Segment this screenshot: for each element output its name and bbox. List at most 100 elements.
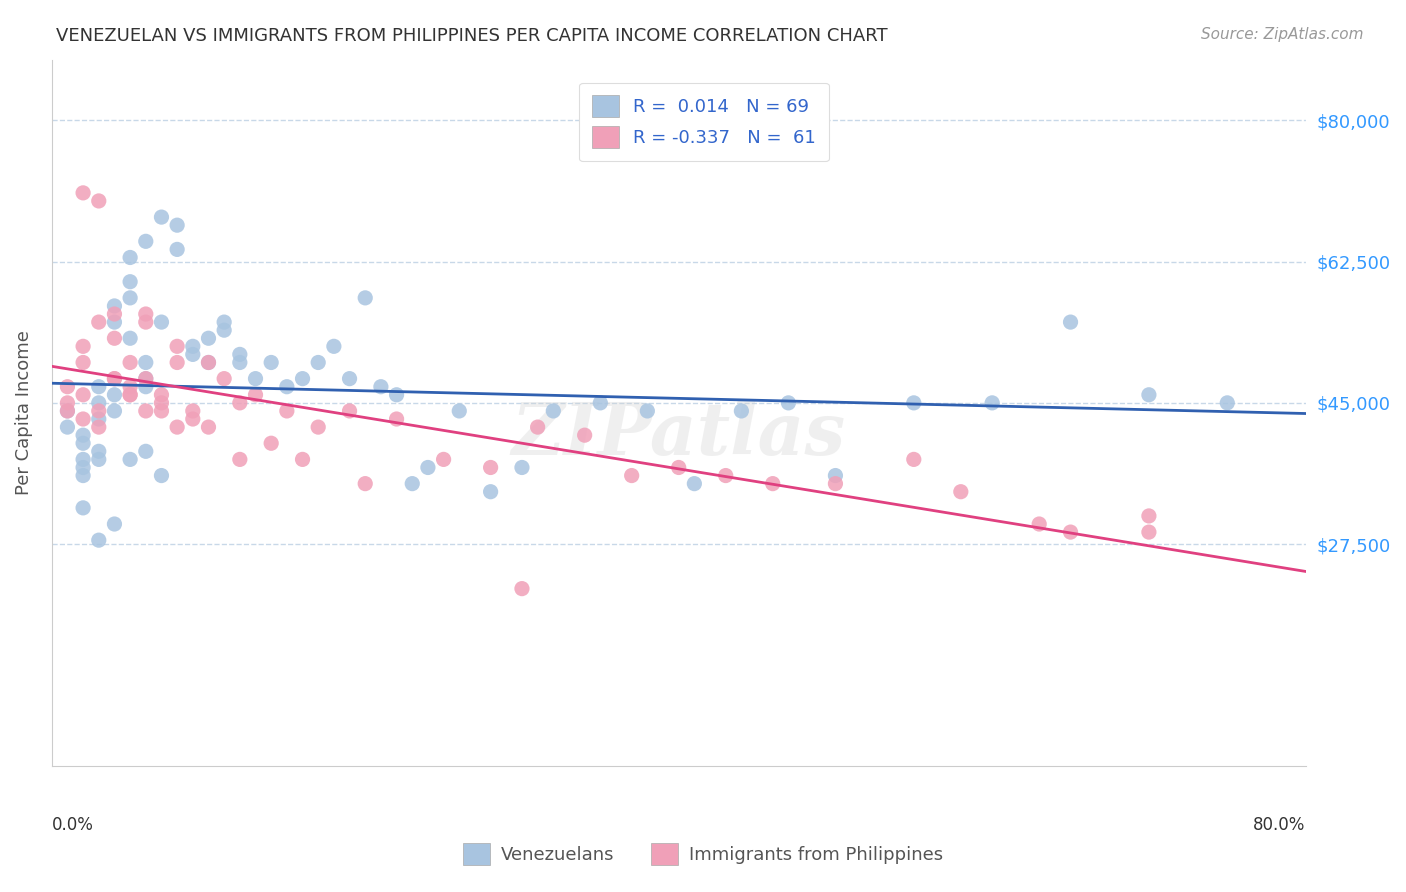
Point [824, 468, 846, 483]
Point [354, 476, 377, 491]
Point [135, 307, 157, 321]
Point [72, 452, 94, 467]
Y-axis label: Per Capita Income: Per Capita Income [15, 331, 32, 495]
Point [103, 307, 125, 321]
Point [72, 436, 94, 450]
Point [181, 339, 204, 353]
Point [903, 452, 925, 467]
Point [72, 428, 94, 442]
Point [56, 404, 79, 418]
Point [135, 380, 157, 394]
Point [245, 371, 267, 385]
Point [181, 404, 204, 418]
Point [245, 388, 267, 402]
Point [370, 380, 392, 394]
Point [307, 420, 329, 434]
Point [229, 396, 252, 410]
Point [166, 420, 188, 434]
Point [103, 299, 125, 313]
Point [276, 404, 298, 418]
Point [385, 412, 408, 426]
Point [103, 315, 125, 329]
Point [72, 412, 94, 426]
Point [416, 460, 439, 475]
Point [1137, 508, 1160, 523]
Point [291, 371, 314, 385]
Text: 0.0%: 0.0% [52, 816, 94, 834]
Point [87, 404, 110, 418]
Point [762, 476, 785, 491]
Point [56, 404, 79, 418]
Point [322, 339, 344, 353]
Point [339, 371, 361, 385]
Point [1137, 525, 1160, 540]
Point [903, 396, 925, 410]
Point [1216, 396, 1239, 410]
Point [135, 444, 157, 458]
Point [510, 460, 533, 475]
Point [56, 380, 79, 394]
Point [103, 331, 125, 345]
Point [668, 460, 690, 475]
Point [1059, 315, 1081, 329]
Point [510, 582, 533, 596]
Point [166, 355, 188, 369]
Point [1137, 388, 1160, 402]
Point [291, 452, 314, 467]
Point [385, 388, 408, 402]
Point [449, 404, 471, 418]
Point [197, 420, 219, 434]
Point [72, 186, 94, 200]
Point [87, 444, 110, 458]
Point [87, 194, 110, 208]
Point [166, 243, 188, 257]
Point [714, 468, 737, 483]
Point [166, 339, 188, 353]
Point [197, 355, 219, 369]
Point [432, 452, 454, 467]
Point [87, 380, 110, 394]
Point [120, 251, 142, 265]
Point [120, 331, 142, 345]
Point [72, 355, 94, 369]
Point [824, 476, 846, 491]
Point [181, 347, 204, 361]
Point [56, 396, 79, 410]
Point [87, 533, 110, 548]
Point [103, 371, 125, 385]
Point [260, 355, 283, 369]
Point [150, 404, 173, 418]
Legend: R =  0.014   N = 69, R = -0.337   N =  61: R = 0.014 N = 69, R = -0.337 N = 61 [579, 83, 828, 161]
Point [166, 218, 188, 232]
Point [197, 355, 219, 369]
Legend: Venezuelans, Immigrants from Philippines: Venezuelans, Immigrants from Philippines [454, 834, 952, 874]
Point [197, 331, 219, 345]
Point [778, 396, 800, 410]
Point [574, 428, 596, 442]
Point [212, 371, 235, 385]
Text: Source: ZipAtlas.com: Source: ZipAtlas.com [1201, 27, 1364, 42]
Point [150, 210, 173, 224]
Point [150, 315, 173, 329]
Text: 80.0%: 80.0% [1253, 816, 1306, 834]
Point [181, 412, 204, 426]
Point [354, 291, 377, 305]
Point [87, 452, 110, 467]
Point [72, 468, 94, 483]
Point [260, 436, 283, 450]
Point [103, 388, 125, 402]
Point [135, 355, 157, 369]
Point [103, 516, 125, 531]
Point [1028, 516, 1050, 531]
Point [620, 468, 643, 483]
Point [72, 500, 94, 515]
Point [56, 420, 79, 434]
Point [150, 388, 173, 402]
Point [1059, 525, 1081, 540]
Point [730, 404, 752, 418]
Point [87, 420, 110, 434]
Point [135, 315, 157, 329]
Point [120, 291, 142, 305]
Point [72, 388, 94, 402]
Point [307, 355, 329, 369]
